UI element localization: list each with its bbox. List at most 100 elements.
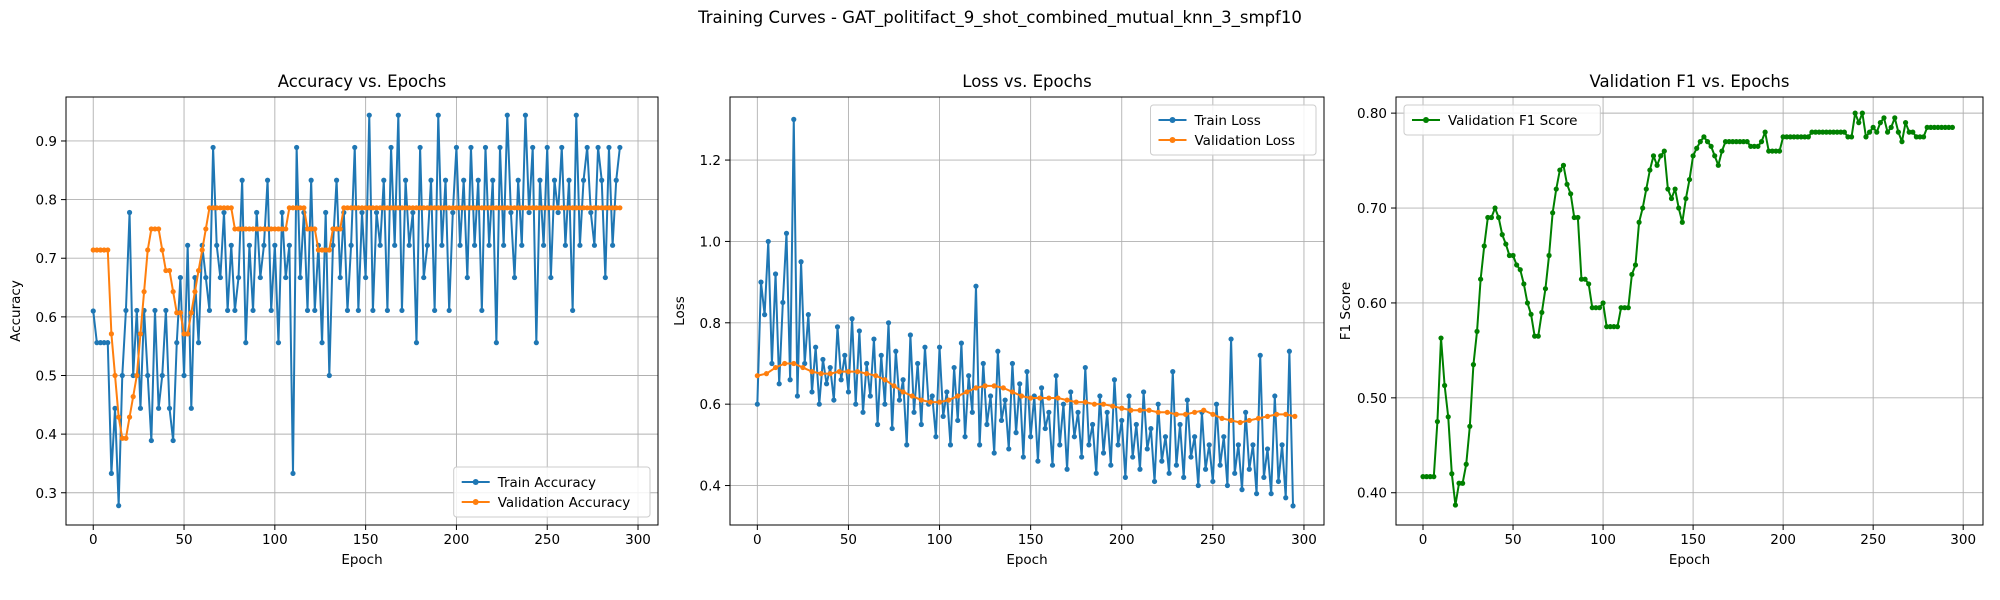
data-point bbox=[1532, 333, 1538, 339]
data-point bbox=[166, 267, 173, 274]
data-point bbox=[402, 205, 409, 211]
legend: Train Loss Validation Loss bbox=[1150, 104, 1317, 156]
data-point bbox=[1219, 415, 1225, 422]
data-point bbox=[1264, 446, 1271, 452]
data-point bbox=[1009, 360, 1016, 367]
data-point bbox=[1474, 328, 1480, 335]
axes-frame bbox=[729, 96, 1325, 526]
data-point bbox=[980, 360, 986, 367]
data-point bbox=[279, 209, 285, 216]
data-point bbox=[195, 267, 202, 274]
data-point bbox=[1715, 162, 1721, 168]
y-tick-label: 0.70 bbox=[1357, 201, 1387, 217]
data-point bbox=[1694, 145, 1700, 151]
data-point bbox=[1838, 129, 1844, 135]
y-tick-label: 0.6 bbox=[700, 397, 721, 413]
data-point bbox=[366, 205, 372, 211]
data-point bbox=[1104, 409, 1110, 415]
data-point bbox=[885, 320, 892, 326]
data-point bbox=[1261, 474, 1267, 480]
data-point bbox=[1018, 393, 1025, 399]
data-point bbox=[891, 383, 897, 389]
data-point bbox=[1506, 252, 1513, 259]
data-point bbox=[1618, 305, 1624, 311]
data-point bbox=[214, 205, 220, 211]
data-point bbox=[1232, 470, 1238, 476]
data-point bbox=[1582, 276, 1588, 282]
data-point bbox=[1162, 434, 1169, 440]
data-point bbox=[1827, 129, 1833, 135]
y-tick-label: 0.60 bbox=[1357, 296, 1387, 312]
data-point bbox=[966, 373, 972, 379]
data-point bbox=[413, 340, 420, 346]
data-point bbox=[1650, 153, 1657, 159]
data-point bbox=[163, 307, 169, 314]
data-point bbox=[1224, 482, 1231, 489]
data-point bbox=[250, 307, 256, 314]
data-point bbox=[294, 144, 300, 151]
data-point bbox=[290, 205, 296, 211]
data-point bbox=[283, 226, 289, 232]
data-point bbox=[927, 399, 934, 405]
data-point bbox=[805, 312, 811, 318]
data-point bbox=[842, 352, 848, 358]
data-point bbox=[1055, 395, 1061, 401]
data-point bbox=[1766, 148, 1772, 154]
data-point bbox=[1845, 134, 1851, 140]
data-point bbox=[782, 360, 788, 367]
data-point bbox=[399, 307, 405, 314]
data-point bbox=[134, 372, 140, 379]
legend-label: Validation F1 Score bbox=[1448, 113, 1577, 129]
data-point bbox=[319, 340, 325, 346]
data-point bbox=[998, 417, 1005, 424]
data-point bbox=[363, 274, 369, 281]
data-point bbox=[1622, 305, 1628, 311]
x-tick-label: 50 bbox=[840, 532, 857, 548]
data-point bbox=[1064, 466, 1070, 472]
data-point bbox=[159, 247, 165, 253]
data-point bbox=[145, 247, 151, 253]
data-point bbox=[1075, 409, 1081, 415]
data-point bbox=[1013, 430, 1019, 436]
data-point bbox=[964, 389, 970, 395]
data-point bbox=[1137, 466, 1143, 472]
data-point bbox=[1881, 115, 1887, 121]
data-point bbox=[264, 177, 271, 183]
data-point bbox=[769, 360, 775, 367]
data-point bbox=[326, 372, 332, 379]
data-point bbox=[1776, 148, 1783, 154]
y-tick-label: 0.8 bbox=[36, 193, 57, 209]
data-point bbox=[1424, 474, 1430, 480]
data-point bbox=[1690, 153, 1696, 159]
data-point bbox=[1478, 276, 1484, 282]
data-point bbox=[1089, 421, 1096, 428]
data-point bbox=[1593, 305, 1599, 311]
data-point bbox=[530, 205, 536, 211]
data-point bbox=[763, 371, 770, 377]
data-point bbox=[174, 310, 180, 316]
data-point bbox=[537, 205, 543, 211]
data-point bbox=[1146, 407, 1152, 413]
data-point bbox=[355, 307, 361, 314]
data-point bbox=[123, 435, 129, 441]
data-point bbox=[827, 364, 833, 371]
data-point bbox=[137, 331, 144, 337]
data-point bbox=[1636, 219, 1642, 225]
x-tick-label: 300 bbox=[1950, 532, 1976, 548]
data-point bbox=[1255, 415, 1262, 422]
data-point bbox=[152, 307, 158, 314]
data-point bbox=[831, 397, 837, 403]
data-point bbox=[1002, 397, 1008, 403]
data-point bbox=[1812, 129, 1819, 135]
data-point bbox=[918, 421, 924, 428]
data-point bbox=[1210, 478, 1216, 485]
data-point bbox=[947, 442, 954, 448]
data-point bbox=[936, 344, 943, 350]
data-point bbox=[1275, 478, 1282, 485]
data-point bbox=[1017, 381, 1023, 387]
data-point bbox=[1202, 466, 1209, 472]
data-point bbox=[210, 205, 216, 211]
data-point bbox=[199, 247, 205, 253]
data-point bbox=[1272, 393, 1278, 399]
axes-frame bbox=[65, 96, 659, 526]
